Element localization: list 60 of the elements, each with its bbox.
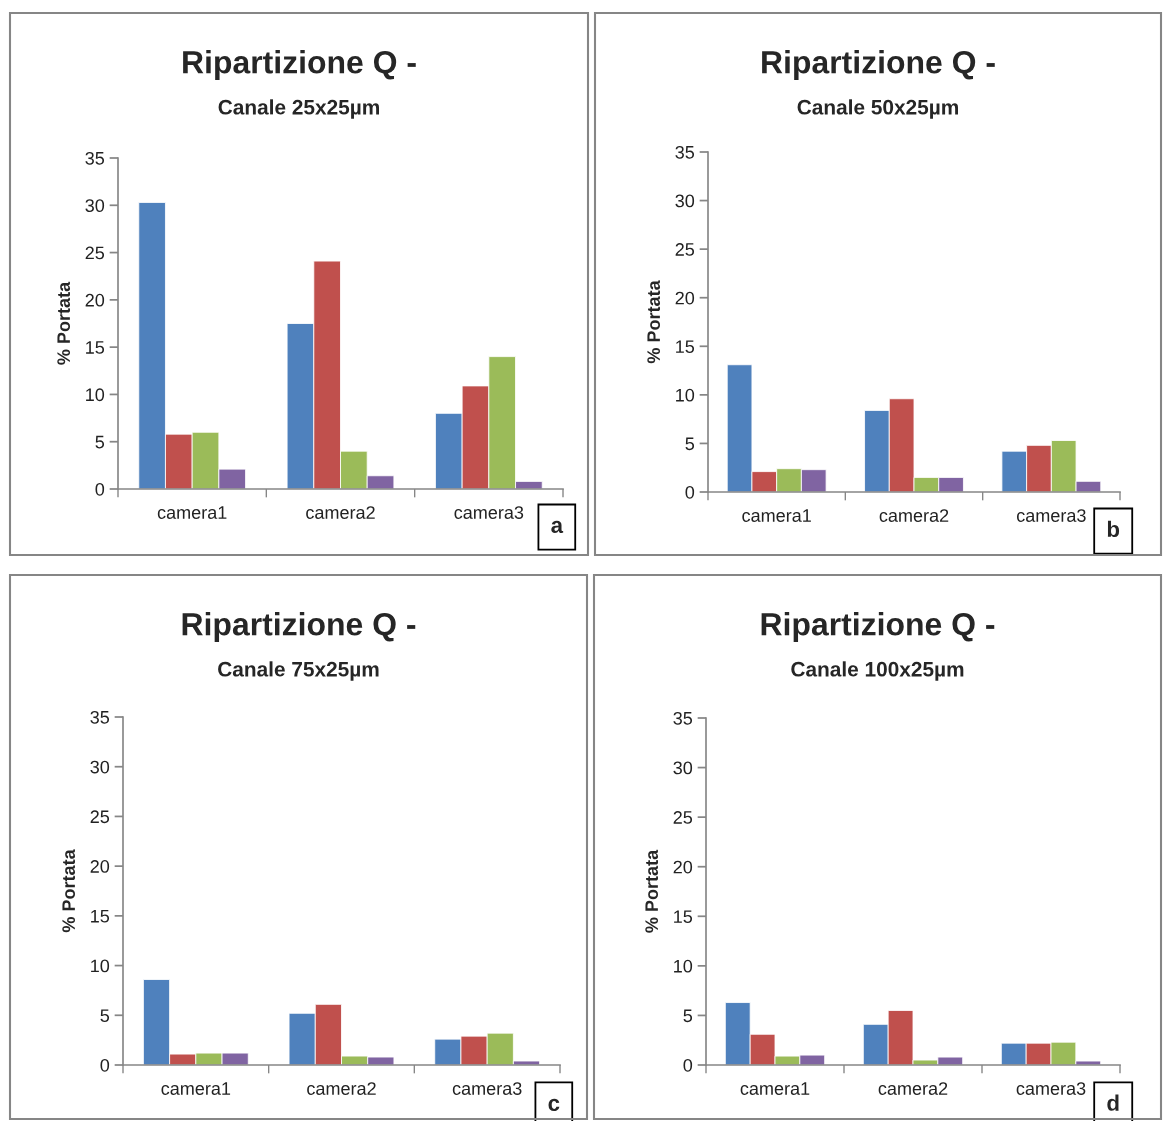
- y-tick-label: 35: [675, 145, 695, 159]
- x-tick-label: camera3: [452, 1082, 522, 1095]
- x-tick-label: camera3: [1016, 509, 1086, 522]
- text: a: [551, 520, 564, 534]
- y-tick-label: 0: [683, 1058, 693, 1072]
- x-tick-label: camera2: [878, 1082, 948, 1095]
- y-tick-label: 20: [85, 293, 105, 307]
- y-tick-label: 20: [90, 860, 110, 873]
- y-tick-label: 0: [95, 482, 105, 496]
- x-tick-label: camera1: [161, 1082, 231, 1095]
- y-tick-label: 20: [673, 860, 693, 874]
- y-axis-title: % Portata: [645, 849, 659, 933]
- y-tick-label: 30: [85, 199, 105, 213]
- x-tick-label: camera3: [1016, 1082, 1086, 1095]
- chart-title: Ripartizione Q -: [183, 50, 416, 80]
- y-tick-label: 30: [90, 760, 110, 774]
- chart-title: Ripartizione Q -: [762, 50, 995, 80]
- y-tick-label: 25: [673, 811, 693, 824]
- y-tick-label: 5: [100, 1009, 110, 1023]
- y-tick-label: 5: [685, 437, 695, 451]
- chart-subtitle: Canale 100x25µm: [791, 661, 964, 681]
- x-tick-label: camera2: [306, 506, 375, 519]
- chart-subtitle: Canale 50x25µm: [797, 99, 958, 119]
- chart-title: Ripartizione Q -: [761, 612, 995, 642]
- y-tick-label: 35: [673, 711, 693, 725]
- y-tick-label: 15: [676, 340, 695, 354]
- y-axis-title: % Portata: [647, 280, 661, 364]
- y-tick-label: 15: [674, 910, 693, 924]
- y-tick-label: 25: [85, 246, 105, 260]
- y-tick-label: 15: [86, 341, 105, 354]
- y-tick-label: 0: [685, 485, 695, 499]
- x-tick-label: camera3: [454, 506, 524, 519]
- x-tick-label: camera1: [157, 506, 227, 519]
- y-tick-label: 0: [100, 1058, 110, 1072]
- y-axis-title: % Portata: [57, 281, 71, 365]
- y-tick-label: 35: [90, 710, 110, 724]
- y-tick-label: 30: [673, 761, 693, 775]
- y-tick-label: 5: [95, 435, 105, 449]
- y-tick-label: 25: [90, 810, 110, 824]
- y-tick-label: 25: [675, 243, 695, 256]
- y-tick-label: 15: [91, 909, 110, 923]
- chart-subtitle: Canale 75x25µm: [218, 661, 379, 681]
- text: d: [1107, 1094, 1119, 1111]
- y-axis-title: % Portata: [62, 849, 76, 933]
- chart-title: Ripartizione Q -: [182, 612, 416, 642]
- text: b: [1107, 520, 1120, 538]
- x-tick-label: camera2: [307, 1082, 376, 1095]
- x-tick-label: camera1: [742, 509, 811, 522]
- y-tick-label: 10: [86, 388, 105, 402]
- y-tick-label: 30: [675, 194, 695, 208]
- y-tick-label: 10: [674, 959, 693, 973]
- y-tick-label: 35: [85, 151, 105, 165]
- y-tick-label: 10: [91, 959, 110, 973]
- text: c: [548, 1098, 560, 1111]
- y-tick-label: 5: [683, 1009, 693, 1023]
- y-tick-label: 10: [676, 388, 695, 402]
- chart-subtitle: Canale 25x25µm: [218, 99, 379, 119]
- y-tick-label: 20: [675, 291, 695, 305]
- x-tick-label: camera2: [879, 509, 949, 522]
- x-tick-label: camera1: [740, 1082, 810, 1095]
